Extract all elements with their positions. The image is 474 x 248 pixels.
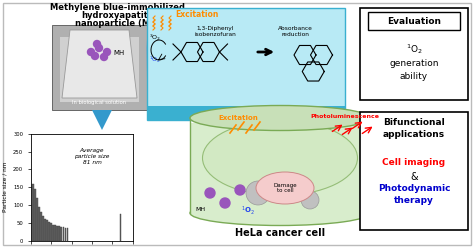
Text: Bifunctional
applications: Bifunctional applications <box>383 118 445 139</box>
Bar <box>119 214 121 241</box>
Circle shape <box>103 49 110 56</box>
Polygon shape <box>62 30 137 98</box>
Bar <box>46 220 48 241</box>
Text: $^1$O$_2$: $^1$O$_2$ <box>241 204 255 217</box>
Circle shape <box>88 49 94 56</box>
FancyBboxPatch shape <box>360 112 468 230</box>
Bar <box>60 37 139 102</box>
Polygon shape <box>92 110 112 130</box>
Text: $^1$O$_2$
generation
ability: $^1$O$_2$ generation ability <box>389 42 439 81</box>
Y-axis label: Particle size / nm: Particle size / nm <box>2 162 8 213</box>
Text: Absorbance
reduction: Absorbance reduction <box>278 26 312 37</box>
Circle shape <box>93 40 100 48</box>
Text: $^3$O$_2$: $^3$O$_2$ <box>149 33 161 43</box>
Text: Evaluation: Evaluation <box>387 17 441 26</box>
Circle shape <box>95 44 102 52</box>
Text: 1,3-Diphenyl
isobenzofuran: 1,3-Diphenyl isobenzofuran <box>194 26 236 37</box>
Bar <box>48 222 50 241</box>
Bar <box>40 212 42 241</box>
Text: hydroxyapatite: hydroxyapatite <box>82 11 155 20</box>
Text: MH: MH <box>195 207 205 212</box>
Ellipse shape <box>190 105 370 130</box>
Circle shape <box>235 185 245 195</box>
Polygon shape <box>147 30 148 110</box>
Bar <box>32 184 34 241</box>
Bar <box>50 223 52 241</box>
Text: Cell imaging: Cell imaging <box>383 158 446 167</box>
Text: Photoluminescence: Photoluminescence <box>310 114 380 119</box>
Text: Damage
to cell: Damage to cell <box>273 183 297 193</box>
Bar <box>58 226 60 241</box>
Text: Photodynamic
therapy: Photodynamic therapy <box>378 184 450 205</box>
Bar <box>38 207 40 241</box>
Bar <box>63 227 64 241</box>
Bar <box>52 225 54 241</box>
Text: HeLa cancer cell: HeLa cancer cell <box>235 228 325 238</box>
Circle shape <box>220 198 230 208</box>
Bar <box>42 216 44 241</box>
Bar <box>64 228 66 241</box>
Bar <box>61 227 62 241</box>
Bar <box>52 25 147 110</box>
Text: &: & <box>410 172 418 182</box>
Ellipse shape <box>190 200 370 225</box>
Circle shape <box>91 53 99 60</box>
Bar <box>44 218 46 241</box>
Ellipse shape <box>202 121 357 195</box>
Text: nanoparticle (MH): nanoparticle (MH) <box>75 19 161 28</box>
Circle shape <box>301 191 319 209</box>
Circle shape <box>205 188 215 198</box>
Bar <box>56 226 58 241</box>
Text: Application: Application <box>223 110 269 116</box>
Text: Excitation: Excitation <box>175 10 219 19</box>
Circle shape <box>100 54 108 61</box>
Text: MH: MH <box>113 50 124 56</box>
FancyBboxPatch shape <box>360 8 468 100</box>
Bar <box>66 228 68 241</box>
Text: Average
particle size
81 nm: Average particle size 81 nm <box>74 148 109 165</box>
Text: In biological solution: In biological solution <box>72 100 126 105</box>
Bar <box>34 189 36 241</box>
Bar <box>147 106 345 120</box>
Bar <box>190 123 370 213</box>
FancyBboxPatch shape <box>368 12 460 30</box>
Text: $^1$O$_2$: $^1$O$_2$ <box>149 55 161 65</box>
Bar <box>55 225 56 241</box>
Text: Excitation: Excitation <box>218 115 258 121</box>
Circle shape <box>280 173 300 193</box>
Text: Methylene blue-immobilized: Methylene blue-immobilized <box>51 3 185 12</box>
Bar <box>147 8 345 120</box>
Circle shape <box>246 181 270 205</box>
Ellipse shape <box>256 172 314 204</box>
Bar <box>36 198 38 241</box>
